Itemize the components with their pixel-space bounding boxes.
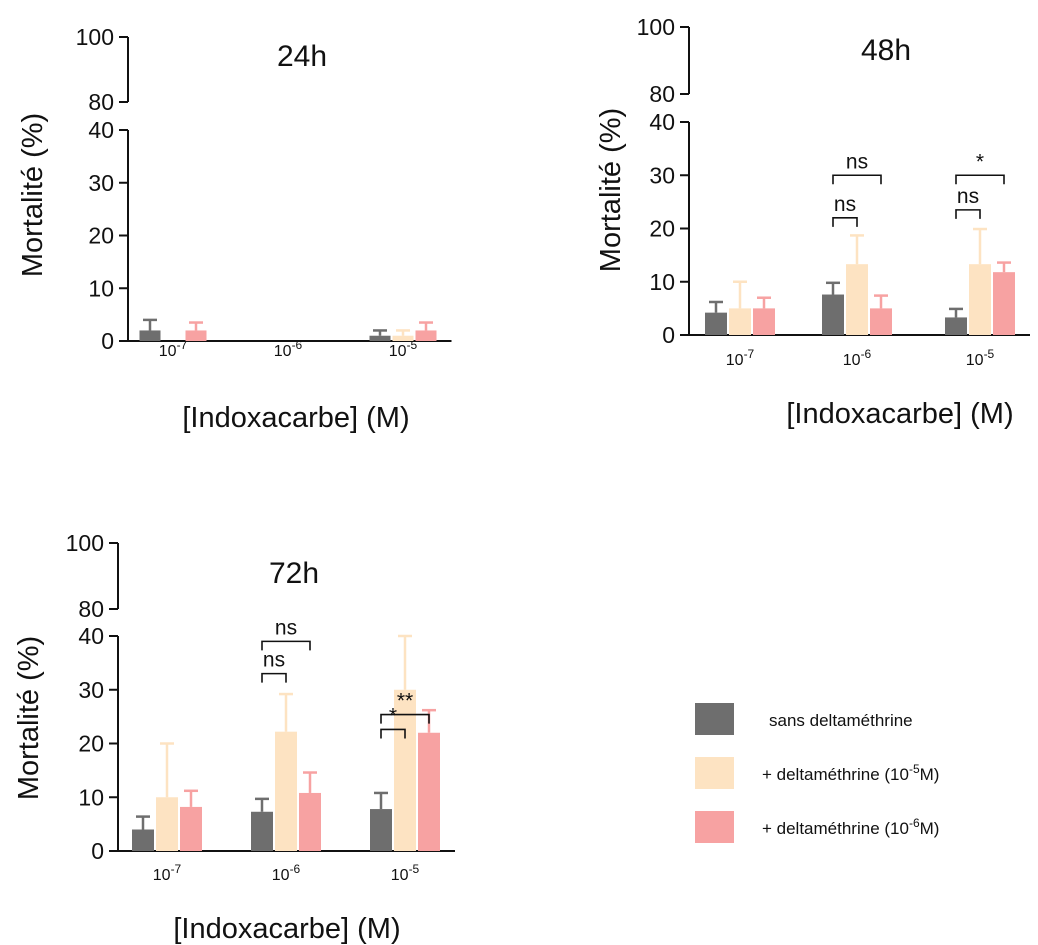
significance-label: * bbox=[976, 150, 984, 173]
y-tick-label: 30 bbox=[649, 162, 675, 188]
x-tick-label: 10-6 bbox=[274, 338, 303, 360]
significance-bracket bbox=[955, 209, 981, 219]
significance-bracket bbox=[261, 672, 287, 683]
legend: sans deltaméthrine + deltaméthrine (10-5M… bbox=[695, 703, 939, 843]
x-axis-label: [Indoxacarbe] (M) bbox=[786, 398, 1013, 430]
y-tick-label: 0 bbox=[101, 328, 114, 354]
x-tick-label: 10-6 bbox=[272, 862, 301, 884]
x-tick-label: 10-5 bbox=[389, 338, 418, 360]
y-tick-label: 20 bbox=[78, 731, 104, 757]
y-tick-label: 0 bbox=[662, 322, 675, 348]
x-tick-label: 10-5 bbox=[391, 862, 420, 884]
y-tick-label: 40 bbox=[78, 623, 104, 649]
bar-s0-c0 bbox=[139, 330, 161, 341]
significance-label: * bbox=[389, 704, 397, 727]
y-tick-label: 30 bbox=[78, 677, 104, 703]
significance-bracket bbox=[832, 217, 858, 227]
y-tick-label: 100 bbox=[637, 14, 675, 40]
chart-title: 72h bbox=[269, 557, 319, 590]
y-tick-label: 20 bbox=[649, 216, 675, 242]
y-tick-label: 100 bbox=[66, 530, 104, 556]
y-tick-label: 0 bbox=[91, 838, 104, 864]
significance-bracket bbox=[261, 640, 311, 651]
legend-swatch-1 bbox=[695, 757, 734, 789]
y-tick-label: 80 bbox=[649, 81, 675, 107]
bar-s2-c1 bbox=[870, 308, 892, 335]
significance-bracket bbox=[832, 174, 882, 185]
significance-label: ns bbox=[834, 193, 856, 216]
bar-s1-c2 bbox=[392, 335, 414, 341]
bar-s1-c2 bbox=[969, 264, 991, 335]
legend-swatch-0 bbox=[695, 703, 734, 735]
y-tick-label: 80 bbox=[88, 89, 114, 115]
significance-label: ns bbox=[957, 185, 979, 208]
bar-s0-c2 bbox=[945, 317, 967, 335]
y-axis-label: Mortalité (%) bbox=[17, 113, 49, 277]
y-tick-label: 40 bbox=[88, 117, 114, 143]
bar-s2-c1 bbox=[299, 792, 321, 851]
bar-s0-c0 bbox=[132, 829, 154, 851]
legend-label-2: + deltaméthrine (10-6M) bbox=[762, 816, 939, 838]
bar-s1-c0 bbox=[156, 797, 178, 851]
significance-label: ** bbox=[397, 690, 413, 713]
y-tick-label: 20 bbox=[88, 223, 114, 249]
significance-bracket bbox=[380, 713, 430, 724]
y-tick-label: 10 bbox=[88, 275, 114, 301]
y-tick-label: 10 bbox=[78, 784, 104, 810]
significance-label: ns bbox=[263, 649, 285, 672]
x-tick-label: 10-7 bbox=[159, 338, 188, 360]
bar-s1-c1 bbox=[846, 264, 868, 335]
y-axis-label: Mortalité (%) bbox=[13, 636, 45, 800]
y-tick-label: 40 bbox=[649, 109, 675, 135]
x-tick-label: 10-7 bbox=[153, 862, 182, 884]
bar-s0-c2 bbox=[370, 809, 392, 851]
x-axis-label: [Indoxacarbe] (M) bbox=[173, 913, 400, 945]
bar-s0-c1 bbox=[251, 811, 273, 851]
y-axis-label: Mortalité (%) bbox=[595, 108, 627, 272]
bar-s0-c1 bbox=[822, 294, 844, 335]
y-tick-label: 80 bbox=[78, 596, 104, 622]
bar-s2-c2 bbox=[415, 330, 437, 341]
x-axis-label: [Indoxacarbe] (M) bbox=[182, 402, 409, 434]
significance-bracket bbox=[955, 174, 1005, 185]
bar-s0-c0 bbox=[705, 312, 727, 335]
bar-s2-c0 bbox=[753, 308, 775, 335]
x-tick-label: 10-5 bbox=[966, 347, 995, 369]
bar-s1-c0 bbox=[729, 308, 751, 335]
bar-s2-c0 bbox=[180, 806, 202, 851]
y-tick-label: 30 bbox=[88, 170, 114, 196]
significance-bracket bbox=[380, 728, 406, 739]
bar-s2-c0 bbox=[185, 330, 207, 341]
legend-swatch-2 bbox=[695, 811, 734, 843]
legend-label-0: sans deltaméthrine bbox=[769, 711, 913, 730]
x-tick-label: 10-7 bbox=[726, 347, 755, 369]
significance-label: ns bbox=[846, 150, 868, 173]
y-tick-label: 10 bbox=[649, 269, 675, 295]
legend-label-1: + deltaméthrine (10-5M) bbox=[762, 762, 939, 784]
bar-s2-c2 bbox=[418, 732, 440, 851]
chart-title: 48h bbox=[861, 34, 911, 67]
y-tick-label: 100 bbox=[76, 24, 114, 50]
chart-title: 24h bbox=[277, 40, 327, 73]
bar-s1-c1 bbox=[275, 731, 297, 851]
bar-s0-c2 bbox=[369, 335, 391, 341]
significance-label: ns bbox=[275, 616, 297, 639]
x-tick-label: 10-6 bbox=[843, 347, 872, 369]
bar-s2-c2 bbox=[993, 272, 1015, 335]
